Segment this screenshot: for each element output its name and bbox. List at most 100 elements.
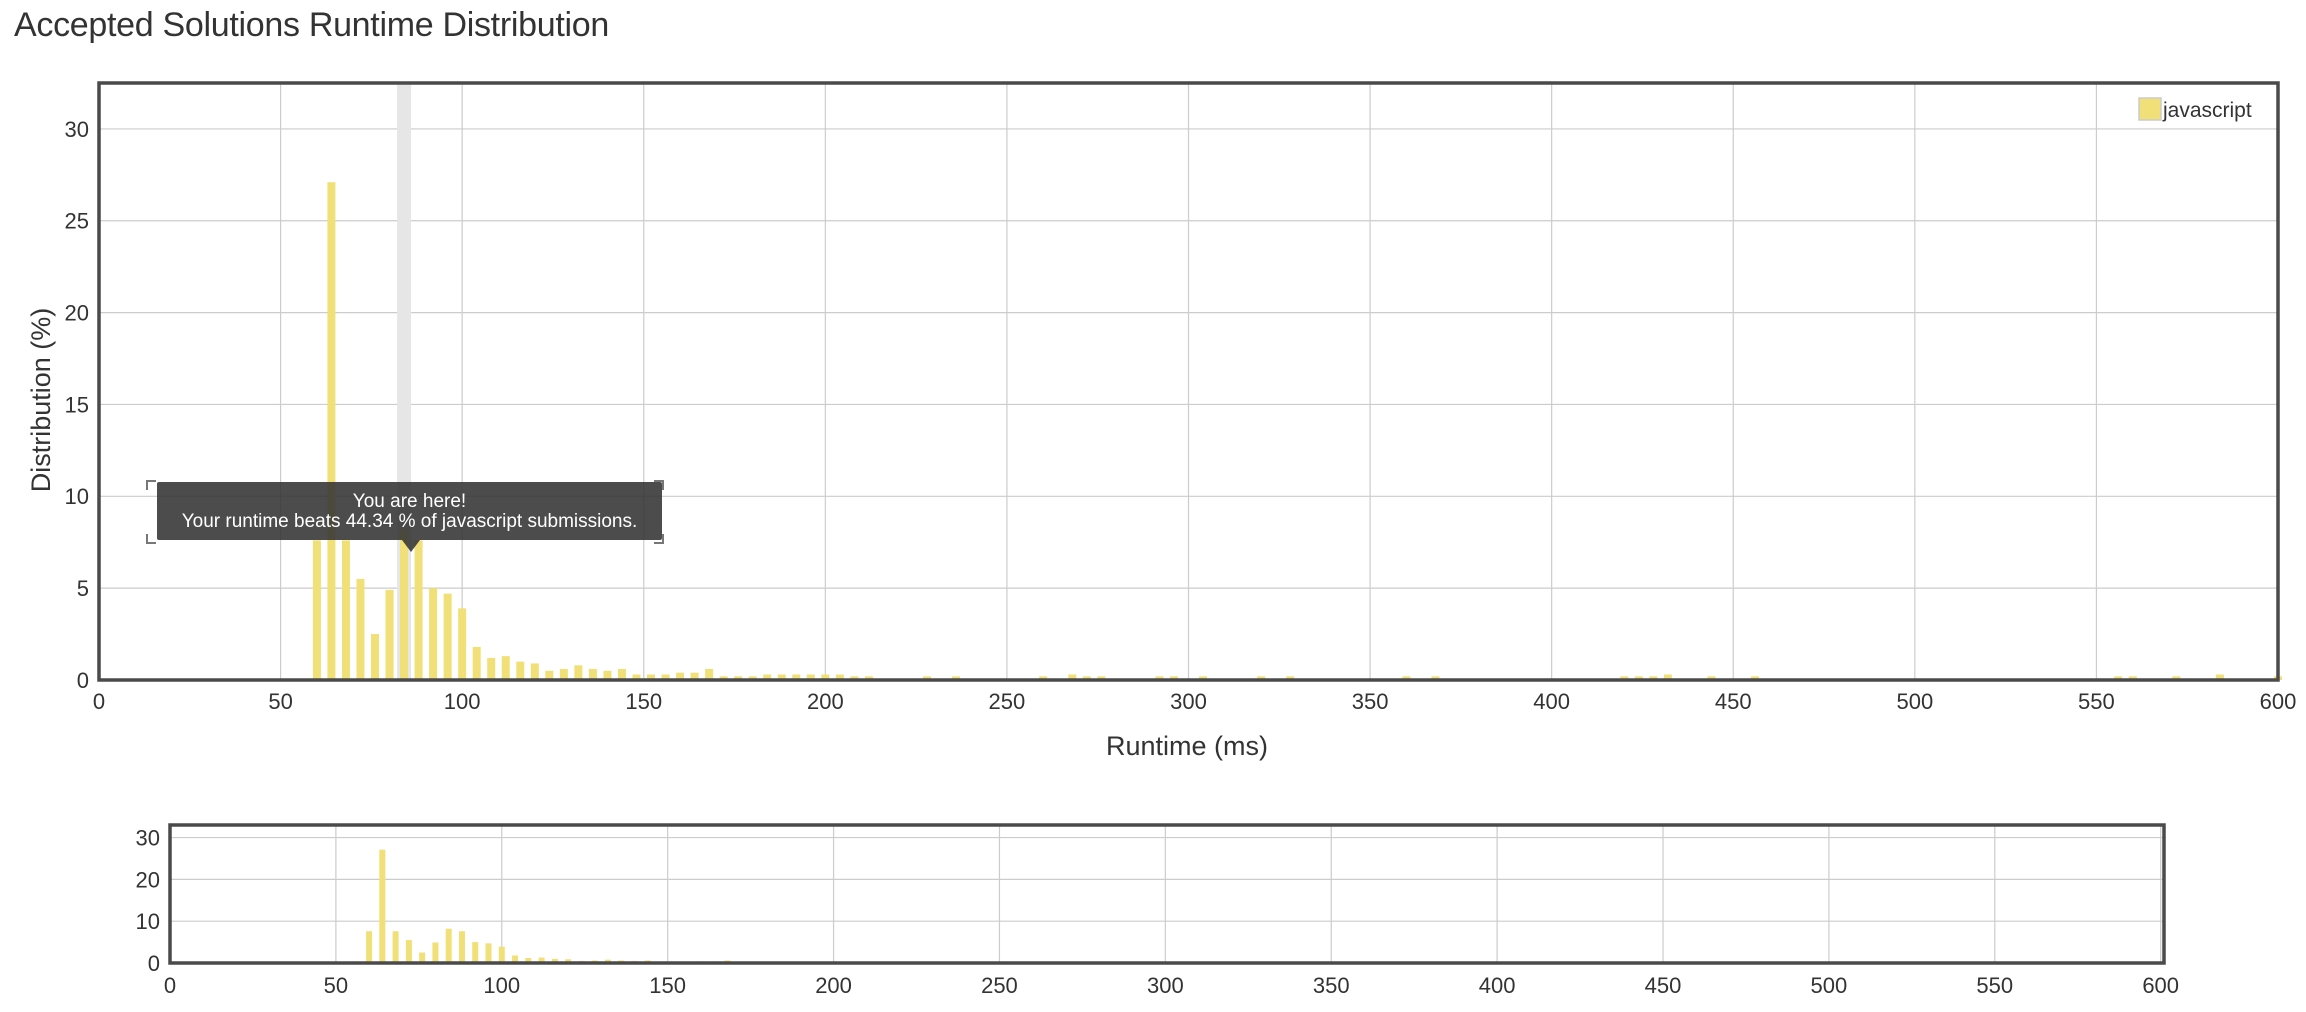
bar-runtime-128 bbox=[559, 668, 568, 680]
bar-runtime-560 bbox=[2024, 962, 2031, 963]
bar-runtime-304 bbox=[1199, 676, 1208, 680]
bar-runtime-556 bbox=[2114, 676, 2123, 680]
bar-runtime-100 bbox=[498, 946, 505, 963]
bar-runtime-200 bbox=[821, 674, 830, 680]
bar-runtime-272 bbox=[1069, 962, 1076, 963]
bar-runtime-152 bbox=[671, 961, 678, 963]
main-chart-bars bbox=[312, 182, 2282, 680]
bar-runtime-320 bbox=[1228, 962, 1235, 963]
bar-runtime-208 bbox=[850, 676, 859, 680]
bar-runtime-116 bbox=[516, 661, 525, 680]
bar-runtime-148 bbox=[658, 961, 665, 963]
bar-runtime-212 bbox=[864, 676, 873, 680]
runtime-distribution-chart: 0 50 100 150 200 250 300 350 400 450 500 550 600 0 5 1… bbox=[26, 81, 2296, 761]
bar-runtime-108 bbox=[487, 657, 496, 680]
x-tick-label: 0 bbox=[164, 973, 176, 998]
bar-runtime-560 bbox=[2128, 676, 2137, 680]
tooltip-suffix: of javascript submissions. bbox=[415, 511, 638, 532]
legend[interactable]: javascript bbox=[2138, 97, 2252, 122]
bar-runtime-168 bbox=[705, 668, 714, 680]
bar-runtime-304 bbox=[1175, 962, 1182, 963]
bar-runtime-180 bbox=[764, 962, 771, 963]
mini-plot-frame bbox=[168, 823, 2166, 965]
bar-runtime-228 bbox=[923, 962, 930, 963]
bar-runtime-96 bbox=[443, 593, 452, 680]
x-tick-label: 300 bbox=[1170, 689, 1207, 714]
bar-runtime-140 bbox=[603, 670, 612, 680]
y-axis-label: Distribution (%) bbox=[26, 308, 56, 493]
y-tick-label: 10 bbox=[65, 484, 89, 509]
bar-runtime-64 bbox=[379, 849, 386, 963]
bar-runtime-236 bbox=[952, 676, 961, 680]
bar-runtime-76 bbox=[371, 634, 380, 680]
bar-runtime-192 bbox=[804, 961, 811, 963]
bar-runtime-80 bbox=[385, 589, 394, 680]
bar-runtime-208 bbox=[857, 962, 864, 963]
mini-x-tick-labels: 0 50 100 150 200 250 300 350 400 450 500 550 600 bbox=[164, 973, 2179, 998]
bar-runtime-144 bbox=[644, 960, 651, 963]
legend-label-javascript: javascript bbox=[2162, 99, 2252, 122]
bar-runtime-180 bbox=[748, 676, 757, 680]
main-y-tick-labels: 0 5 10 15 20 25 30 bbox=[65, 117, 89, 693]
mini-y-tick-labels: 0 10 20 30 bbox=[136, 825, 160, 975]
bar-runtime-108 bbox=[525, 957, 532, 963]
main-x-tick-labels: 0 50 100 150 200 250 300 350 400 450 500 550 600 bbox=[93, 689, 2296, 714]
bar-runtime-444 bbox=[1707, 676, 1716, 680]
bar-runtime-136 bbox=[588, 668, 597, 680]
x-tick-label: 350 bbox=[1352, 689, 1389, 714]
bar-runtime-88 bbox=[458, 931, 465, 963]
bar-runtime-84 bbox=[445, 928, 452, 963]
y-tick-label: 0 bbox=[148, 951, 160, 976]
bar-runtime-428 bbox=[1587, 962, 1594, 963]
x-tick-label: 500 bbox=[1811, 973, 1848, 998]
bar-runtime-168 bbox=[724, 960, 731, 963]
bar-runtime-112 bbox=[538, 957, 545, 963]
bar-runtime-84 bbox=[400, 529, 409, 680]
bar-runtime-360 bbox=[1402, 676, 1411, 680]
bar-runtime-184 bbox=[763, 674, 772, 680]
bar-runtime-328 bbox=[1255, 962, 1262, 963]
bar-runtime-432 bbox=[1600, 961, 1607, 963]
bar-runtime-60 bbox=[366, 931, 373, 963]
bar-runtime-420 bbox=[1560, 962, 1567, 963]
bar-runtime-268 bbox=[1068, 674, 1077, 680]
bar-runtime-584 bbox=[2104, 961, 2111, 963]
bar-runtime-296 bbox=[1149, 962, 1156, 963]
bar-runtime-424 bbox=[1634, 676, 1643, 680]
bar-runtime-600 bbox=[2157, 962, 2164, 963]
mini-chart-bars bbox=[366, 849, 2164, 963]
x-tick-label: 150 bbox=[649, 973, 686, 998]
bar-runtime-148 bbox=[632, 674, 641, 680]
bar-runtime-104 bbox=[512, 955, 519, 963]
bar-runtime-164 bbox=[690, 672, 699, 680]
bar-runtime-92 bbox=[472, 942, 479, 963]
bar-runtime-60 bbox=[312, 540, 321, 680]
bar-runtime-136 bbox=[618, 960, 625, 963]
x-tick-label: 50 bbox=[324, 973, 348, 998]
bar-runtime-292 bbox=[1155, 676, 1164, 680]
x-tick-label: 300 bbox=[1147, 973, 1184, 998]
bar-runtime-92 bbox=[429, 588, 438, 680]
bar-runtime-556 bbox=[2011, 962, 2018, 963]
x-tick-label: 600 bbox=[2142, 973, 2179, 998]
bar-runtime-68 bbox=[392, 931, 399, 963]
bar-runtime-296 bbox=[1169, 676, 1178, 680]
y-tick-label: 30 bbox=[65, 117, 89, 142]
x-tick-label: 250 bbox=[989, 689, 1026, 714]
x-tick-label: 200 bbox=[815, 973, 852, 998]
bar-runtime-420 bbox=[1620, 676, 1629, 680]
bar-runtime-156 bbox=[684, 961, 691, 963]
y-tick-label: 10 bbox=[136, 909, 160, 934]
bar-runtime-120 bbox=[530, 663, 539, 680]
bar-runtime-104 bbox=[472, 646, 481, 680]
bar-runtime-192 bbox=[792, 674, 801, 680]
bar-runtime-76 bbox=[419, 952, 426, 963]
bar-runtime-132 bbox=[574, 665, 583, 680]
x-tick-label: 350 bbox=[1313, 973, 1350, 998]
x-axis-label: Runtime (ms) bbox=[1106, 731, 1268, 761]
bar-runtime-292 bbox=[1135, 962, 1142, 963]
bar-runtime-72 bbox=[405, 940, 412, 963]
bar-runtime-160 bbox=[697, 961, 704, 963]
bar-runtime-116 bbox=[551, 958, 558, 963]
bar-runtime-80 bbox=[432, 942, 439, 963]
